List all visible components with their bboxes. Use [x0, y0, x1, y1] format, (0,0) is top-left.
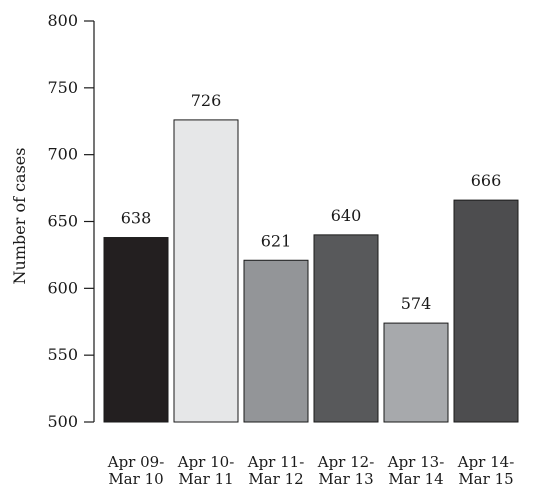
- bar: [173, 119, 239, 423]
- x-tick-label: Apr 10-Mar 11: [177, 453, 235, 488]
- y-tick-label: 550: [47, 345, 78, 364]
- y-tick-label: 500: [47, 412, 78, 431]
- y-tick-label: 700: [47, 145, 78, 164]
- y-tick-label: 750: [47, 78, 78, 97]
- y-tick-label: 600: [47, 278, 78, 297]
- data-label: 640: [331, 206, 362, 225]
- x-tick-label: Apr 12-Mar 13: [317, 453, 375, 488]
- x-tick-label: Apr 13-Mar 14: [387, 453, 445, 488]
- data-label: 621: [261, 231, 292, 250]
- bars: 638 726 621 640 574 666: [103, 91, 519, 423]
- x-tick-label: Apr 09-Mar 10: [107, 453, 165, 488]
- bar: [383, 322, 449, 423]
- data-label: 638: [121, 209, 152, 228]
- x-tick-label: Apr 14-Mar 15: [457, 453, 515, 488]
- bar: [243, 259, 309, 423]
- x-axis-labels: Apr 09-Mar 10 Apr 10-Mar 11 Apr 11-Mar 12 A…: [107, 453, 515, 488]
- data-label: 574: [401, 294, 432, 313]
- y-axis: 500 550 600 650 700 750 800: [47, 11, 95, 431]
- x-tick-label: Apr 11-Mar 12: [247, 453, 305, 488]
- data-label: 726: [191, 91, 222, 110]
- y-tick-label: 650: [47, 212, 78, 231]
- y-tick-label: 800: [47, 11, 78, 30]
- data-label: 666: [471, 171, 502, 190]
- bar: [453, 199, 519, 423]
- bar: [313, 234, 379, 423]
- y-axis-title: Number of cases: [10, 148, 29, 285]
- bar: [103, 237, 169, 423]
